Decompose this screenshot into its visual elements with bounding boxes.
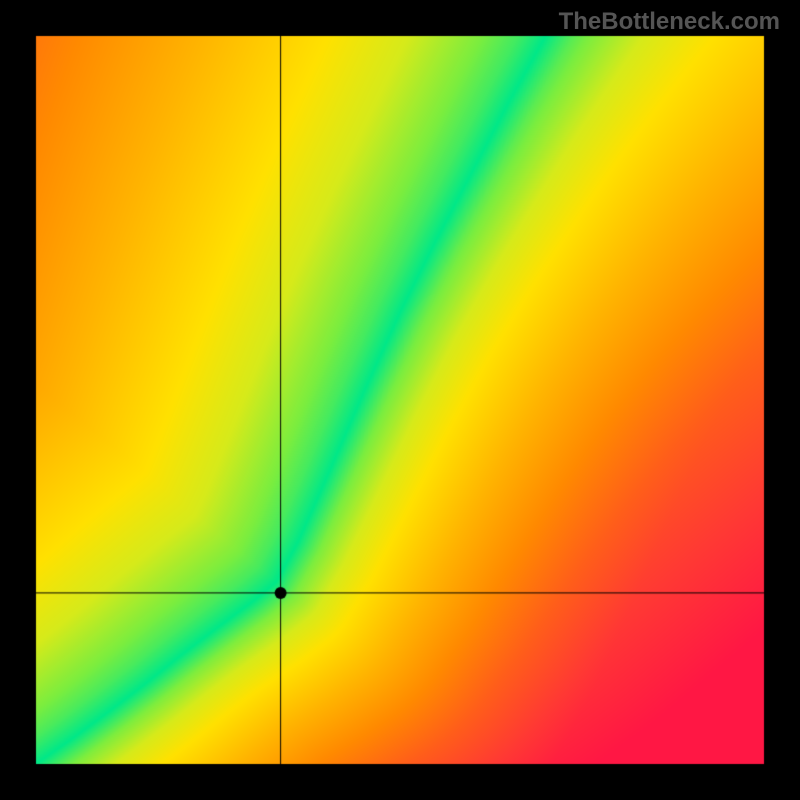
chart-container: { "watermark": { "text": "TheBottleneck.… — [0, 0, 800, 800]
heatmap-canvas — [0, 0, 800, 800]
watermark-text: TheBottleneck.com — [559, 8, 780, 36]
